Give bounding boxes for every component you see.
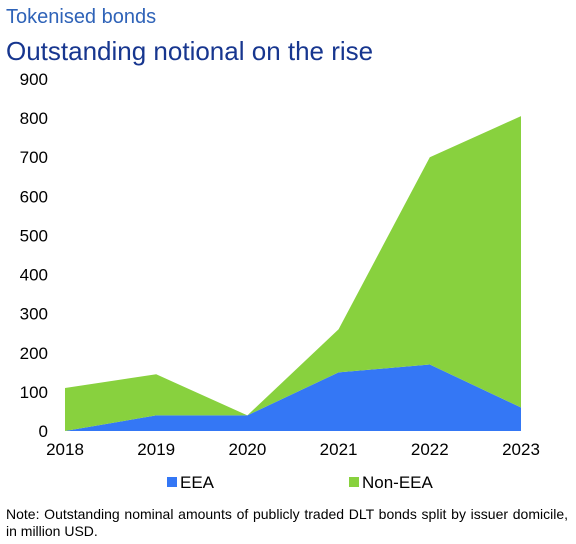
x-tick-label: 2022 — [411, 440, 449, 459]
y-tick-label: 100 — [20, 383, 48, 402]
x-tick-label: 2023 — [502, 440, 540, 459]
y-tick-label: 700 — [20, 148, 48, 167]
x-tick-label: 2020 — [228, 440, 266, 459]
chart-note: Note: Outstanding nominal amounts of pub… — [6, 506, 568, 539]
y-tick-label: 500 — [20, 226, 48, 245]
y-tick-label: 200 — [20, 344, 48, 363]
y-tick-label: 0 — [39, 422, 48, 441]
area-series-eea — [65, 364, 521, 431]
legend-label-non-eea: Non-EEA — [362, 473, 434, 492]
x-tick-label: 2019 — [137, 440, 175, 459]
legend-swatch-eea — [167, 477, 177, 487]
chart-subtitle: Tokenised bonds — [6, 6, 157, 28]
legend-swatch-non-eea — [349, 477, 359, 487]
legend-label-eea: EEA — [180, 473, 215, 492]
area-series-non-eea — [65, 116, 521, 432]
y-tick-label: 900 — [20, 70, 48, 89]
x-tick-label: 2018 — [46, 440, 84, 459]
y-tick-label: 400 — [20, 266, 48, 285]
x-tick-label: 2021 — [320, 440, 358, 459]
y-tick-label: 300 — [20, 305, 48, 324]
y-tick-label: 800 — [20, 109, 48, 128]
chart-title: Outstanding notional on the rise — [6, 36, 374, 66]
y-tick-label: 600 — [20, 187, 48, 206]
